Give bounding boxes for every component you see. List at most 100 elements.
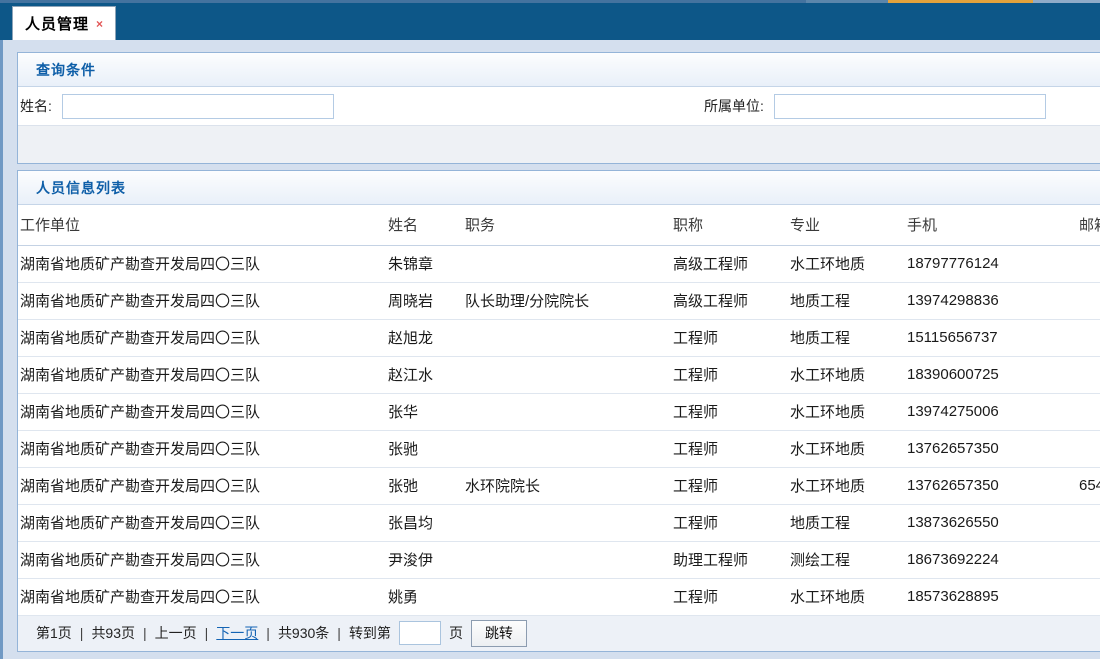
table-cell: 水工环地质 bbox=[788, 356, 905, 394]
query-panel: 查询条件 姓名: 所属单位: bbox=[17, 52, 1100, 164]
table-row[interactable]: 湖南省地质矿产勘查开发局四〇三队 张昌均 工程师 地质工程 13873626550 bbox=[18, 504, 1100, 542]
table-cell: 654 bbox=[1077, 467, 1100, 505]
table-body: 湖南省地质矿产勘查开发局四〇三队 朱锦章 高级工程师 水工环地质 18797776124… bbox=[18, 245, 1100, 616]
separator: | bbox=[79, 625, 84, 641]
table-cell: 高级工程师 bbox=[671, 245, 788, 283]
column-header-position: 职务 bbox=[463, 205, 671, 246]
table-cell: 张驰 bbox=[386, 430, 463, 468]
table-cell bbox=[1077, 504, 1100, 542]
jump-button[interactable]: 跳转 bbox=[470, 619, 527, 647]
page-unit-label: 页 bbox=[448, 625, 463, 641]
table-cell: 湖南省地质矿产勘查开发局四〇三队 bbox=[18, 393, 386, 431]
unit-input[interactable] bbox=[773, 93, 1046, 119]
table-row[interactable]: 湖南省地质矿产勘查开发局四〇三队 赵江水 工程师 水工环地质 18390600725 bbox=[18, 356, 1100, 394]
goto-page-input[interactable] bbox=[398, 621, 441, 645]
list-panel-header: 人员信息列表 bbox=[18, 171, 1100, 205]
table-cell: 赵江水 bbox=[386, 356, 463, 394]
table-cell: 水工环地质 bbox=[788, 578, 905, 616]
query-panel-header: 查询条件 bbox=[18, 53, 1100, 87]
table-cell: 周晓岩 bbox=[386, 282, 463, 320]
table-row[interactable]: 湖南省地质矿产勘查开发局四〇三队 周晓岩 队长助理/分院院长 高级工程师 地质工程 139… bbox=[18, 282, 1100, 320]
table-cell: 湖南省地质矿产勘查开发局四〇三队 bbox=[18, 467, 386, 505]
table-cell: 湖南省地质矿产勘查开发局四〇三队 bbox=[18, 504, 386, 542]
column-header-name: 姓名 bbox=[386, 205, 463, 246]
table-cell: 朱锦章 bbox=[386, 245, 463, 283]
table-row[interactable]: 湖南省地质矿产勘查开发局四〇三队 张驰 工程师 水工环地质 13762657350 bbox=[18, 430, 1100, 468]
current-page-label: 第1页 bbox=[36, 625, 72, 641]
table-cell: 水工环地质 bbox=[788, 245, 905, 283]
table-cell: 18573628895 bbox=[905, 578, 1077, 616]
main-content: 查询条件 姓名: 所属单位: 人员信息列表 工作单位 bbox=[0, 40, 1100, 659]
top-edge-strip bbox=[0, 0, 1100, 3]
table-cell: 张昌均 bbox=[386, 504, 463, 542]
table-cell: 工程师 bbox=[671, 356, 788, 394]
table-cell: 水工环地质 bbox=[788, 393, 905, 431]
name-field-label: 姓名: bbox=[20, 98, 52, 114]
column-header-work-unit: 工作单位 bbox=[18, 205, 386, 246]
table-cell bbox=[463, 578, 671, 616]
table-cell: 水工环地质 bbox=[788, 467, 905, 505]
separator: | bbox=[204, 625, 209, 641]
table-cell: 地质工程 bbox=[788, 319, 905, 357]
table-cell bbox=[463, 430, 671, 468]
query-form-row: 姓名: 所属单位: bbox=[18, 87, 1100, 125]
table-cell: 工程师 bbox=[671, 319, 788, 357]
table-cell: 队长助理/分院院长 bbox=[463, 282, 671, 320]
table-row[interactable]: 湖南省地质矿产勘查开发局四〇三队 张华 工程师 水工环地质 13974275006 bbox=[18, 393, 1100, 431]
table-cell bbox=[463, 393, 671, 431]
table-cell: 工程师 bbox=[671, 430, 788, 468]
separator: | bbox=[337, 625, 341, 641]
table-cell: 湖南省地质矿产勘查开发局四〇三队 bbox=[18, 578, 386, 616]
table-cell bbox=[1077, 578, 1100, 616]
table-cell: 地质工程 bbox=[788, 282, 905, 320]
unit-field-group: 所属单位: bbox=[704, 87, 1046, 125]
table-cell: 湖南省地质矿产勘查开发局四〇三队 bbox=[18, 319, 386, 357]
query-panel-footer bbox=[18, 125, 1100, 163]
table-cell: 赵旭龙 bbox=[386, 319, 463, 357]
column-header-specialty: 专业 bbox=[788, 205, 905, 246]
query-panel-title: 查询条件 bbox=[36, 61, 96, 78]
table-cell: 湖南省地质矿产勘查开发局四〇三队 bbox=[18, 356, 386, 394]
list-panel-title: 人员信息列表 bbox=[36, 179, 126, 196]
table-cell: 13974298836 bbox=[905, 282, 1077, 320]
close-icon[interactable]: × bbox=[96, 16, 104, 31]
table-cell bbox=[463, 245, 671, 283]
table-cell: 湖南省地质矿产勘查开发局四〇三队 bbox=[18, 541, 386, 579]
table-row[interactable]: 湖南省地质矿产勘查开发局四〇三队 尹浚伊 助理工程师 测绘工程 18673692224 bbox=[18, 541, 1100, 579]
table-row[interactable]: 湖南省地质矿产勘查开发局四〇三队 张弛 水环院院长 工程师 水工环地质 137626573… bbox=[18, 467, 1100, 505]
table-cell: 湖南省地质矿产勘查开发局四〇三队 bbox=[18, 430, 386, 468]
table-row[interactable]: 湖南省地质矿产勘查开发局四〇三队 朱锦章 高级工程师 水工环地质 18797776124 bbox=[18, 245, 1100, 283]
personnel-list-panel: 人员信息列表 工作单位 姓名 职务 职称 专业 手机 邮箱 湖南省地质矿产勘查开… bbox=[17, 170, 1100, 652]
table-cell bbox=[1077, 282, 1100, 320]
name-field-group: 姓名: bbox=[20, 87, 334, 125]
table-cell: 工程师 bbox=[671, 393, 788, 431]
tab-personnel-management[interactable]: 人员管理 × bbox=[12, 6, 116, 40]
table-cell: 张华 bbox=[386, 393, 463, 431]
next-page-link[interactable]: 下一页 bbox=[216, 625, 259, 641]
separator: | bbox=[143, 625, 147, 641]
total-items-label: 共930条 bbox=[277, 625, 330, 641]
table-cell: 水环院院长 bbox=[463, 467, 671, 505]
table-cell bbox=[1077, 356, 1100, 394]
name-input[interactable] bbox=[61, 93, 334, 119]
table-cell bbox=[1077, 245, 1100, 283]
table-cell: 工程师 bbox=[671, 578, 788, 616]
table-cell: 13873626550 bbox=[905, 504, 1077, 542]
table-cell: 13762657350 bbox=[905, 430, 1077, 468]
prev-page-link[interactable]: 上一页 bbox=[154, 625, 197, 641]
table-cell bbox=[1077, 319, 1100, 357]
goto-page-label: 转到第 bbox=[348, 625, 391, 641]
table-cell: 地质工程 bbox=[788, 504, 905, 542]
table-row[interactable]: 湖南省地质矿产勘查开发局四〇三队 赵旭龙 工程师 地质工程 15115656737 bbox=[18, 319, 1100, 357]
table-row[interactable]: 湖南省地质矿产勘查开发局四〇三队 姚勇 工程师 水工环地质 18573628895 bbox=[18, 578, 1100, 616]
table-cell: 18673692224 bbox=[905, 541, 1077, 579]
table-cell: 姚勇 bbox=[386, 578, 463, 616]
table-cell: 15115656737 bbox=[905, 319, 1077, 357]
separator: | bbox=[266, 625, 270, 641]
tab-title: 人员管理 bbox=[24, 16, 89, 33]
table-cell: 13974275006 bbox=[905, 393, 1077, 431]
table-cell: 13762657350 bbox=[905, 467, 1077, 505]
table-cell bbox=[1077, 393, 1100, 431]
table-cell: 助理工程师 bbox=[671, 541, 788, 579]
table-cell: 测绘工程 bbox=[788, 541, 905, 579]
